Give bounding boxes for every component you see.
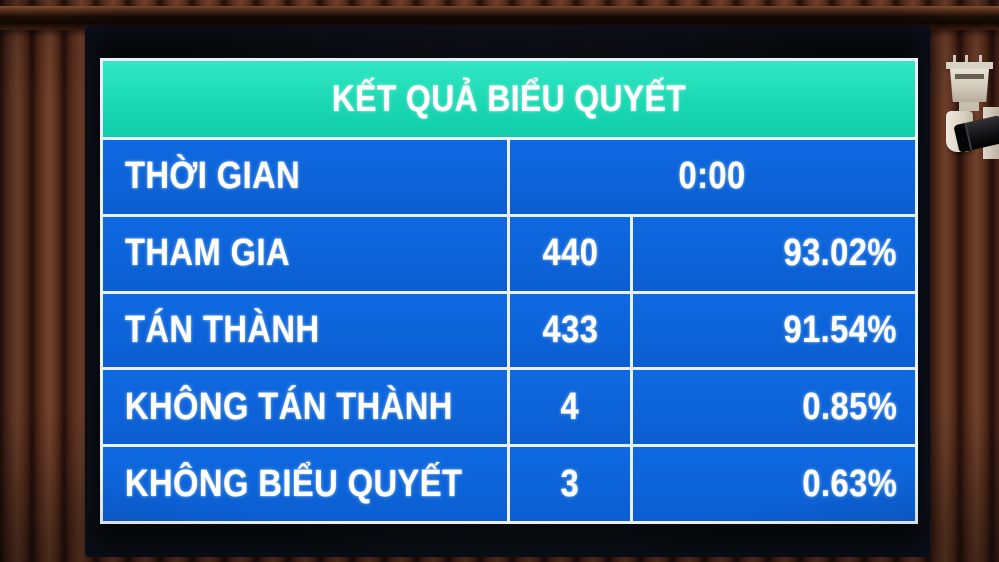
row-disapprove-percent: 0.85% xyxy=(802,385,897,428)
board-title: KẾT QUẢ BIỂU QUYẾT xyxy=(103,61,915,137)
row-approve-count: 433 xyxy=(542,308,598,351)
camera-mount-pin xyxy=(953,55,956,63)
camera-mount-pin xyxy=(965,55,968,63)
row-abstain-label: KHÔNG BIỂU QUYẾT xyxy=(125,462,463,505)
row-participated-percent: 93.02% xyxy=(783,232,897,275)
row-participated-label-cell: THAM GIA xyxy=(103,216,507,291)
row-participated-count-cell: 440 xyxy=(510,216,630,291)
row-time-label-cell: THỜI GIAN xyxy=(103,140,507,214)
row-participated-count: 440 xyxy=(542,232,598,275)
row-disapprove-label: KHÔNG TÁN THÀNH xyxy=(125,385,453,428)
row-approve-label: TÁN THÀNH xyxy=(125,308,320,351)
camera-mount-plate xyxy=(946,62,993,69)
camera-head-housing xyxy=(950,69,989,102)
voting-results-board: KẾT QUẢ BIỂU QUYẾT THỜI GIAN 0:00 THAM G… xyxy=(100,58,918,524)
row-approve-percent: 91.54% xyxy=(783,308,897,351)
row-approve-count-cell: 433 xyxy=(510,293,630,368)
row-abstain-count: 3 xyxy=(560,462,580,505)
row-disapprove-percent-cell: 0.85% xyxy=(633,370,915,445)
led-screen-bezel: KẾT QUẢ BIỂU QUYẾT THỜI GIAN 0:00 THAM G… xyxy=(85,26,930,557)
row-disapprove-count: 4 xyxy=(560,385,580,428)
camera-neck xyxy=(959,102,979,111)
security-camera xyxy=(944,50,999,159)
row-time-value: 0:00 xyxy=(678,155,747,198)
camera-mount-pin xyxy=(979,55,982,63)
row-abstain-percent: 0.63% xyxy=(802,462,897,505)
camera-head-vent xyxy=(955,74,984,79)
board-title-text: KẾT QUẢ BIỂU QUYẾT xyxy=(331,78,687,119)
row-time-value-cell: 0:00 xyxy=(510,140,915,214)
row-disapprove-label-cell: KHÔNG TÁN THÀNH xyxy=(103,370,507,445)
row-abstain-label-cell: KHÔNG BIỂU QUYẾT xyxy=(103,447,507,521)
row-time-label: THỜI GIAN xyxy=(125,155,301,198)
row-disapprove-count-cell: 4 xyxy=(510,370,630,445)
row-approve-percent-cell: 91.54% xyxy=(633,293,915,368)
row-participated-percent-cell: 93.02% xyxy=(633,216,915,291)
row-abstain-count-cell: 3 xyxy=(510,447,630,521)
row-approve-label-cell: TÁN THÀNH xyxy=(103,293,507,368)
row-participated-label: THAM GIA xyxy=(125,232,291,275)
row-abstain-percent-cell: 0.63% xyxy=(633,447,915,521)
